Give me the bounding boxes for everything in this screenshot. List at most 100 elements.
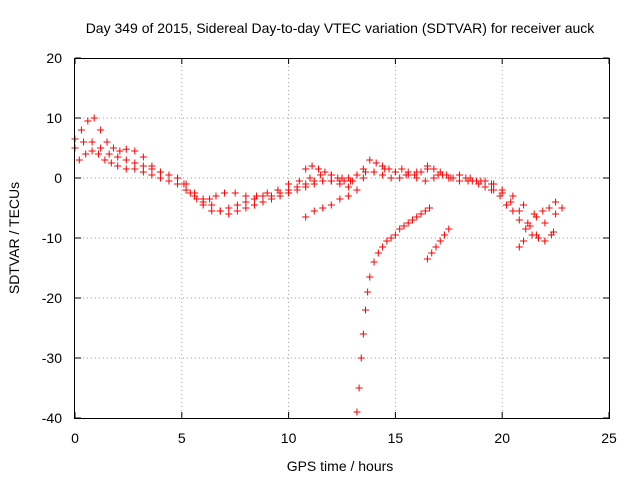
data-point-track-f (421, 207, 429, 215)
data-point-track-a (90, 114, 98, 122)
data-point-track-b (225, 204, 233, 212)
data-point-track-b (396, 174, 404, 182)
data-point-track-a (122, 145, 130, 153)
data-point-track-a (97, 126, 105, 134)
data-point-track-b (165, 177, 173, 185)
data-point-track-a (103, 138, 111, 146)
data-point-track-b (107, 159, 115, 167)
data-point-track-b (370, 168, 378, 176)
data-point-track-a (116, 147, 124, 155)
data-point-track-h (528, 231, 536, 239)
data-point-track-i (532, 213, 540, 221)
data-point-track-f (404, 219, 412, 227)
y-tick-label: 20 (46, 50, 62, 66)
data-point-track-d (359, 165, 367, 173)
data-point-track-a (206, 195, 214, 203)
data-point-track-b (75, 156, 83, 164)
x-tick-label: 5 (178, 430, 186, 446)
data-point-track-f (357, 354, 365, 362)
data-point-track-i (552, 198, 560, 206)
data-point-track-h (541, 237, 549, 245)
data-point-track-i (520, 237, 528, 245)
x-tick-label: 0 (71, 430, 79, 446)
data-point-track-d (385, 165, 393, 173)
data-point-track-b (430, 174, 438, 182)
data-point-track-d (327, 171, 335, 179)
data-point-track-h (502, 201, 510, 209)
data-point-track-d (302, 165, 310, 173)
data-point-track-e (353, 186, 361, 194)
data-point-track-b (122, 165, 130, 173)
x-axis-label: GPS time / hours (287, 458, 394, 474)
data-point-track-f (408, 216, 416, 224)
data-point-track-c (139, 162, 147, 170)
data-point-track-d (321, 168, 329, 176)
data-point-track-h (535, 234, 543, 242)
data-point-track-b (233, 201, 241, 209)
data-point-track-b (199, 201, 207, 209)
data-point-track-a (242, 192, 250, 200)
data-point-track-c (327, 177, 335, 185)
data-point-track-i (526, 222, 534, 230)
data-point-track-f (353, 408, 361, 416)
data-point-track-g (423, 255, 431, 263)
data-point-track-d (404, 168, 412, 176)
data-point-track-b (174, 180, 182, 188)
data-point-track-f (374, 249, 382, 257)
data-point-track-a (552, 210, 560, 218)
y-tick-label: -20 (42, 290, 62, 306)
data-point-track-d (347, 177, 355, 185)
data-point-track-f (413, 213, 421, 221)
x-tick-label: 20 (494, 430, 510, 446)
data-point-track-a (520, 201, 528, 209)
y-axis-label: SDTVAR / TECUs (6, 182, 22, 294)
y-tick-label: -40 (42, 410, 62, 426)
data-point-track-i (558, 204, 566, 212)
data-point-track-f (370, 258, 378, 266)
data-point-track-f (387, 234, 395, 242)
data-point-track-f (417, 210, 425, 218)
data-point-track-a (263, 189, 271, 197)
data-point-track-a (221, 189, 229, 197)
data-point-track-d (372, 159, 380, 167)
data-point-track-c (182, 180, 190, 188)
data-point-track-c (250, 201, 258, 209)
data-points (71, 114, 566, 416)
data-point-track-c (199, 195, 207, 203)
data-point-track-a (212, 192, 220, 200)
data-point-track-b (94, 150, 102, 158)
data-point-track-d (391, 168, 399, 176)
plot-frame (74, 58, 610, 419)
data-point-track-b (156, 174, 164, 182)
data-point-track-i (545, 204, 553, 212)
data-point-track-b (379, 171, 387, 179)
data-point-track-b (82, 150, 90, 158)
data-point-track-c (233, 207, 241, 215)
data-point-track-c (268, 195, 276, 203)
data-point-track-f (391, 231, 399, 239)
data-point-track-d (443, 171, 451, 179)
y-tick-label: -30 (42, 350, 62, 366)
data-point-track-e (319, 204, 327, 212)
data-point-track-d (340, 177, 348, 185)
data-point-track-b (242, 198, 250, 206)
data-point-track-c (259, 198, 267, 206)
data-point-track-b (208, 207, 216, 215)
data-point-track-b (507, 198, 515, 206)
data-point-track-b (131, 165, 139, 173)
data-point-track-c (344, 183, 352, 191)
data-point-track-a (131, 147, 139, 155)
data-point-track-f (379, 243, 387, 251)
data-point-track-d (334, 174, 342, 182)
data-point-track-f (364, 288, 372, 296)
data-point-track-c (88, 138, 96, 146)
data-point-track-b (114, 162, 122, 170)
data-point-track-h (547, 231, 555, 239)
data-point-track-d (449, 174, 457, 182)
data-point-track-i (539, 207, 547, 215)
data-point-track-e (344, 192, 352, 200)
x-tick-label: 25 (601, 430, 617, 446)
data-point-track-b (139, 168, 147, 176)
y-tick-label: 0 (54, 170, 62, 186)
